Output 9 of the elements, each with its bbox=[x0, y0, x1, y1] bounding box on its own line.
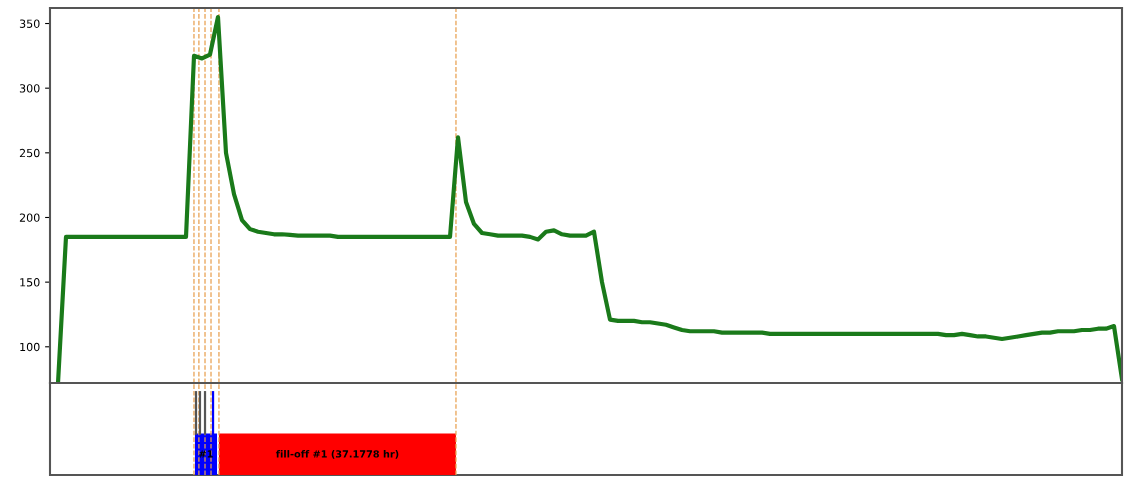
y-tick-label: 150 bbox=[20, 278, 40, 287]
y-tick-label: 100 bbox=[20, 342, 40, 352]
y-tick-label: 350 bbox=[19, 19, 40, 28]
text: fill-off #1 (37.1778 hr) bbox=[275, 450, 399, 459]
y-tick-label: 300 bbox=[19, 84, 40, 93]
y-tick-label: 200 bbox=[19, 213, 40, 222]
text: #1 bbox=[199, 450, 213, 458]
y-tick-label: 250 bbox=[19, 148, 40, 158]
line-series bbox=[55, 14, 1122, 383]
